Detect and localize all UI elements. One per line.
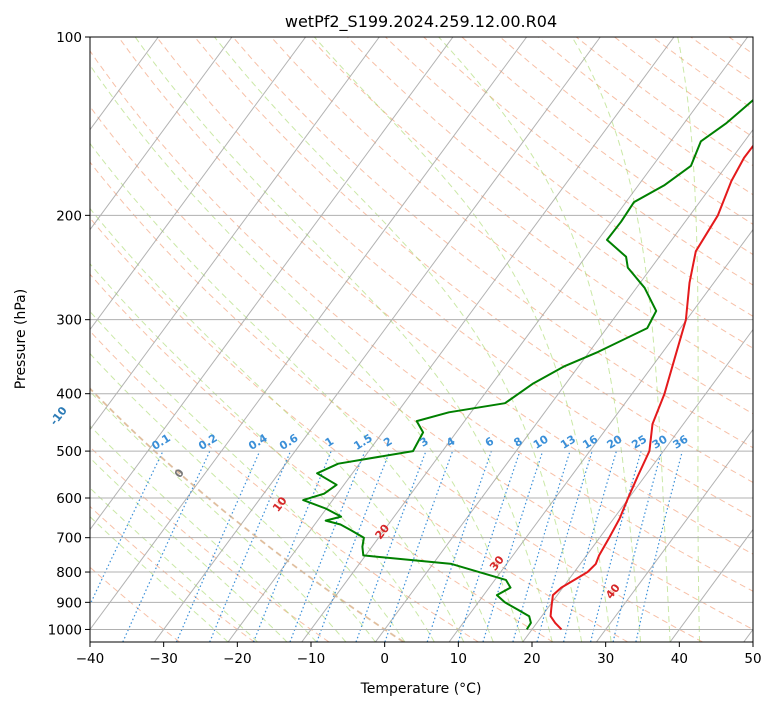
isotherm-line [90, 37, 233, 231]
mixing-ratio-line [512, 450, 571, 642]
x-tick-label: −40 [76, 651, 105, 667]
y-tick-label: 200 [56, 208, 82, 224]
y-tick-label: 300 [56, 313, 82, 329]
y-tick-label: 100 [56, 30, 82, 46]
dry-adiabat-line [308, 37, 753, 382]
x-axis-ticks: −40 −30 −20 −10 0 10 20 30 40 50 [76, 642, 762, 667]
x-tick-label: 30 [597, 651, 614, 667]
x-tick-label: 50 [744, 651, 761, 667]
dry-adiabat-line [90, 161, 703, 642]
isotherm-line [301, 37, 749, 642]
moist-adiabat-line [571, 37, 671, 642]
y-tick-label: 700 [56, 531, 82, 547]
isotherm-line [596, 428, 753, 642]
moist-adiabat-line [90, 263, 435, 642]
moist-adiabat-line [90, 390, 347, 642]
x-tick-label: 10 [450, 651, 467, 667]
profiles [302, 98, 753, 631]
moist-adiabat-line [438, 37, 642, 642]
moist-adiabat-line [90, 487, 258, 642]
moist-adiabat-line [90, 142, 494, 642]
isotherm-line [90, 37, 380, 431]
moist-adiabat-line [677, 37, 700, 642]
mixing-ratio-line [457, 450, 521, 642]
y-tick-label: 600 [56, 491, 82, 507]
isotherm-line [154, 37, 601, 642]
dewpoint-profile-line [302, 98, 753, 630]
isotherm-line [522, 328, 753, 642]
dry-adiabat-line [270, 37, 753, 415]
mixing-ratio-line [426, 450, 492, 642]
x-axis-label: Temperature (°C) [360, 681, 482, 697]
isotherm-line [448, 228, 753, 642]
isotherm-line [90, 37, 528, 631]
x-tick-label: 40 [671, 651, 688, 667]
mixing-ratio-line [482, 450, 544, 642]
temperature-profile-line [549, 144, 753, 631]
x-tick-label: −20 [223, 651, 252, 667]
isotherm-line [669, 528, 753, 642]
moist-adiabat-line [90, 64, 524, 642]
y-axis-label: Pressure (hPa) [13, 289, 29, 389]
moist-adiabat-line [90, 457, 288, 642]
x-tick-label: 0 [380, 651, 389, 667]
x-tick-label: −30 [149, 651, 178, 667]
y-tick-label: 400 [56, 387, 82, 403]
mixing-ratio-line [355, 450, 427, 642]
x-tick-label: −10 [297, 651, 326, 667]
isotherm-line [90, 37, 307, 331]
isotherm-line [227, 37, 675, 642]
moist-adiabat-line [314, 37, 612, 642]
reference-adiabat [90, 387, 405, 642]
dry-adiabat-line [90, 217, 629, 642]
isotherm-line [90, 37, 454, 531]
mixing-ratio-line [175, 450, 261, 642]
y-tick-label: 500 [56, 444, 82, 460]
mixing-ratio-line [384, 450, 454, 642]
mixing-ratio-line [289, 450, 366, 642]
mixing-ratio-line [612, 450, 663, 642]
mixing-ratio-line [252, 450, 332, 642]
y-axis-ticks: 100 200 300 400 500 600 700 800 900 1000 [48, 30, 90, 638]
isotherm-line [375, 128, 753, 642]
mixing-ratio-line [536, 450, 593, 642]
x-tick-label: 20 [523, 651, 540, 667]
mixing-ratio-line [316, 450, 391, 642]
chart-title: wetPf2_S199.2024.259.12.00.R04 [285, 12, 557, 32]
dry-adiabat-line [90, 273, 554, 642]
y-tick-label: 1000 [48, 622, 82, 638]
background-lines [90, 37, 753, 642]
mixing-ratio-line [209, 450, 292, 642]
moist-adiabat-line [90, 516, 229, 642]
mixing-ratio-line [563, 450, 617, 642]
dry-adiabat-line [347, 37, 753, 349]
y-tick-label: 900 [56, 595, 82, 611]
dry-adiabat-line [90, 50, 753, 592]
dry-adiabat-line [156, 37, 753, 519]
mixing-ratio-line [635, 450, 683, 642]
plot-frame [89, 36, 754, 643]
moist-adiabat-line [90, 310, 406, 642]
y-tick-label: 800 [56, 565, 82, 581]
dry-adiabat-line [90, 105, 753, 630]
moist-adiabat-line [90, 425, 317, 642]
moist-adiabat-line [214, 37, 583, 642]
moist-adiabat-line [134, 37, 553, 642]
